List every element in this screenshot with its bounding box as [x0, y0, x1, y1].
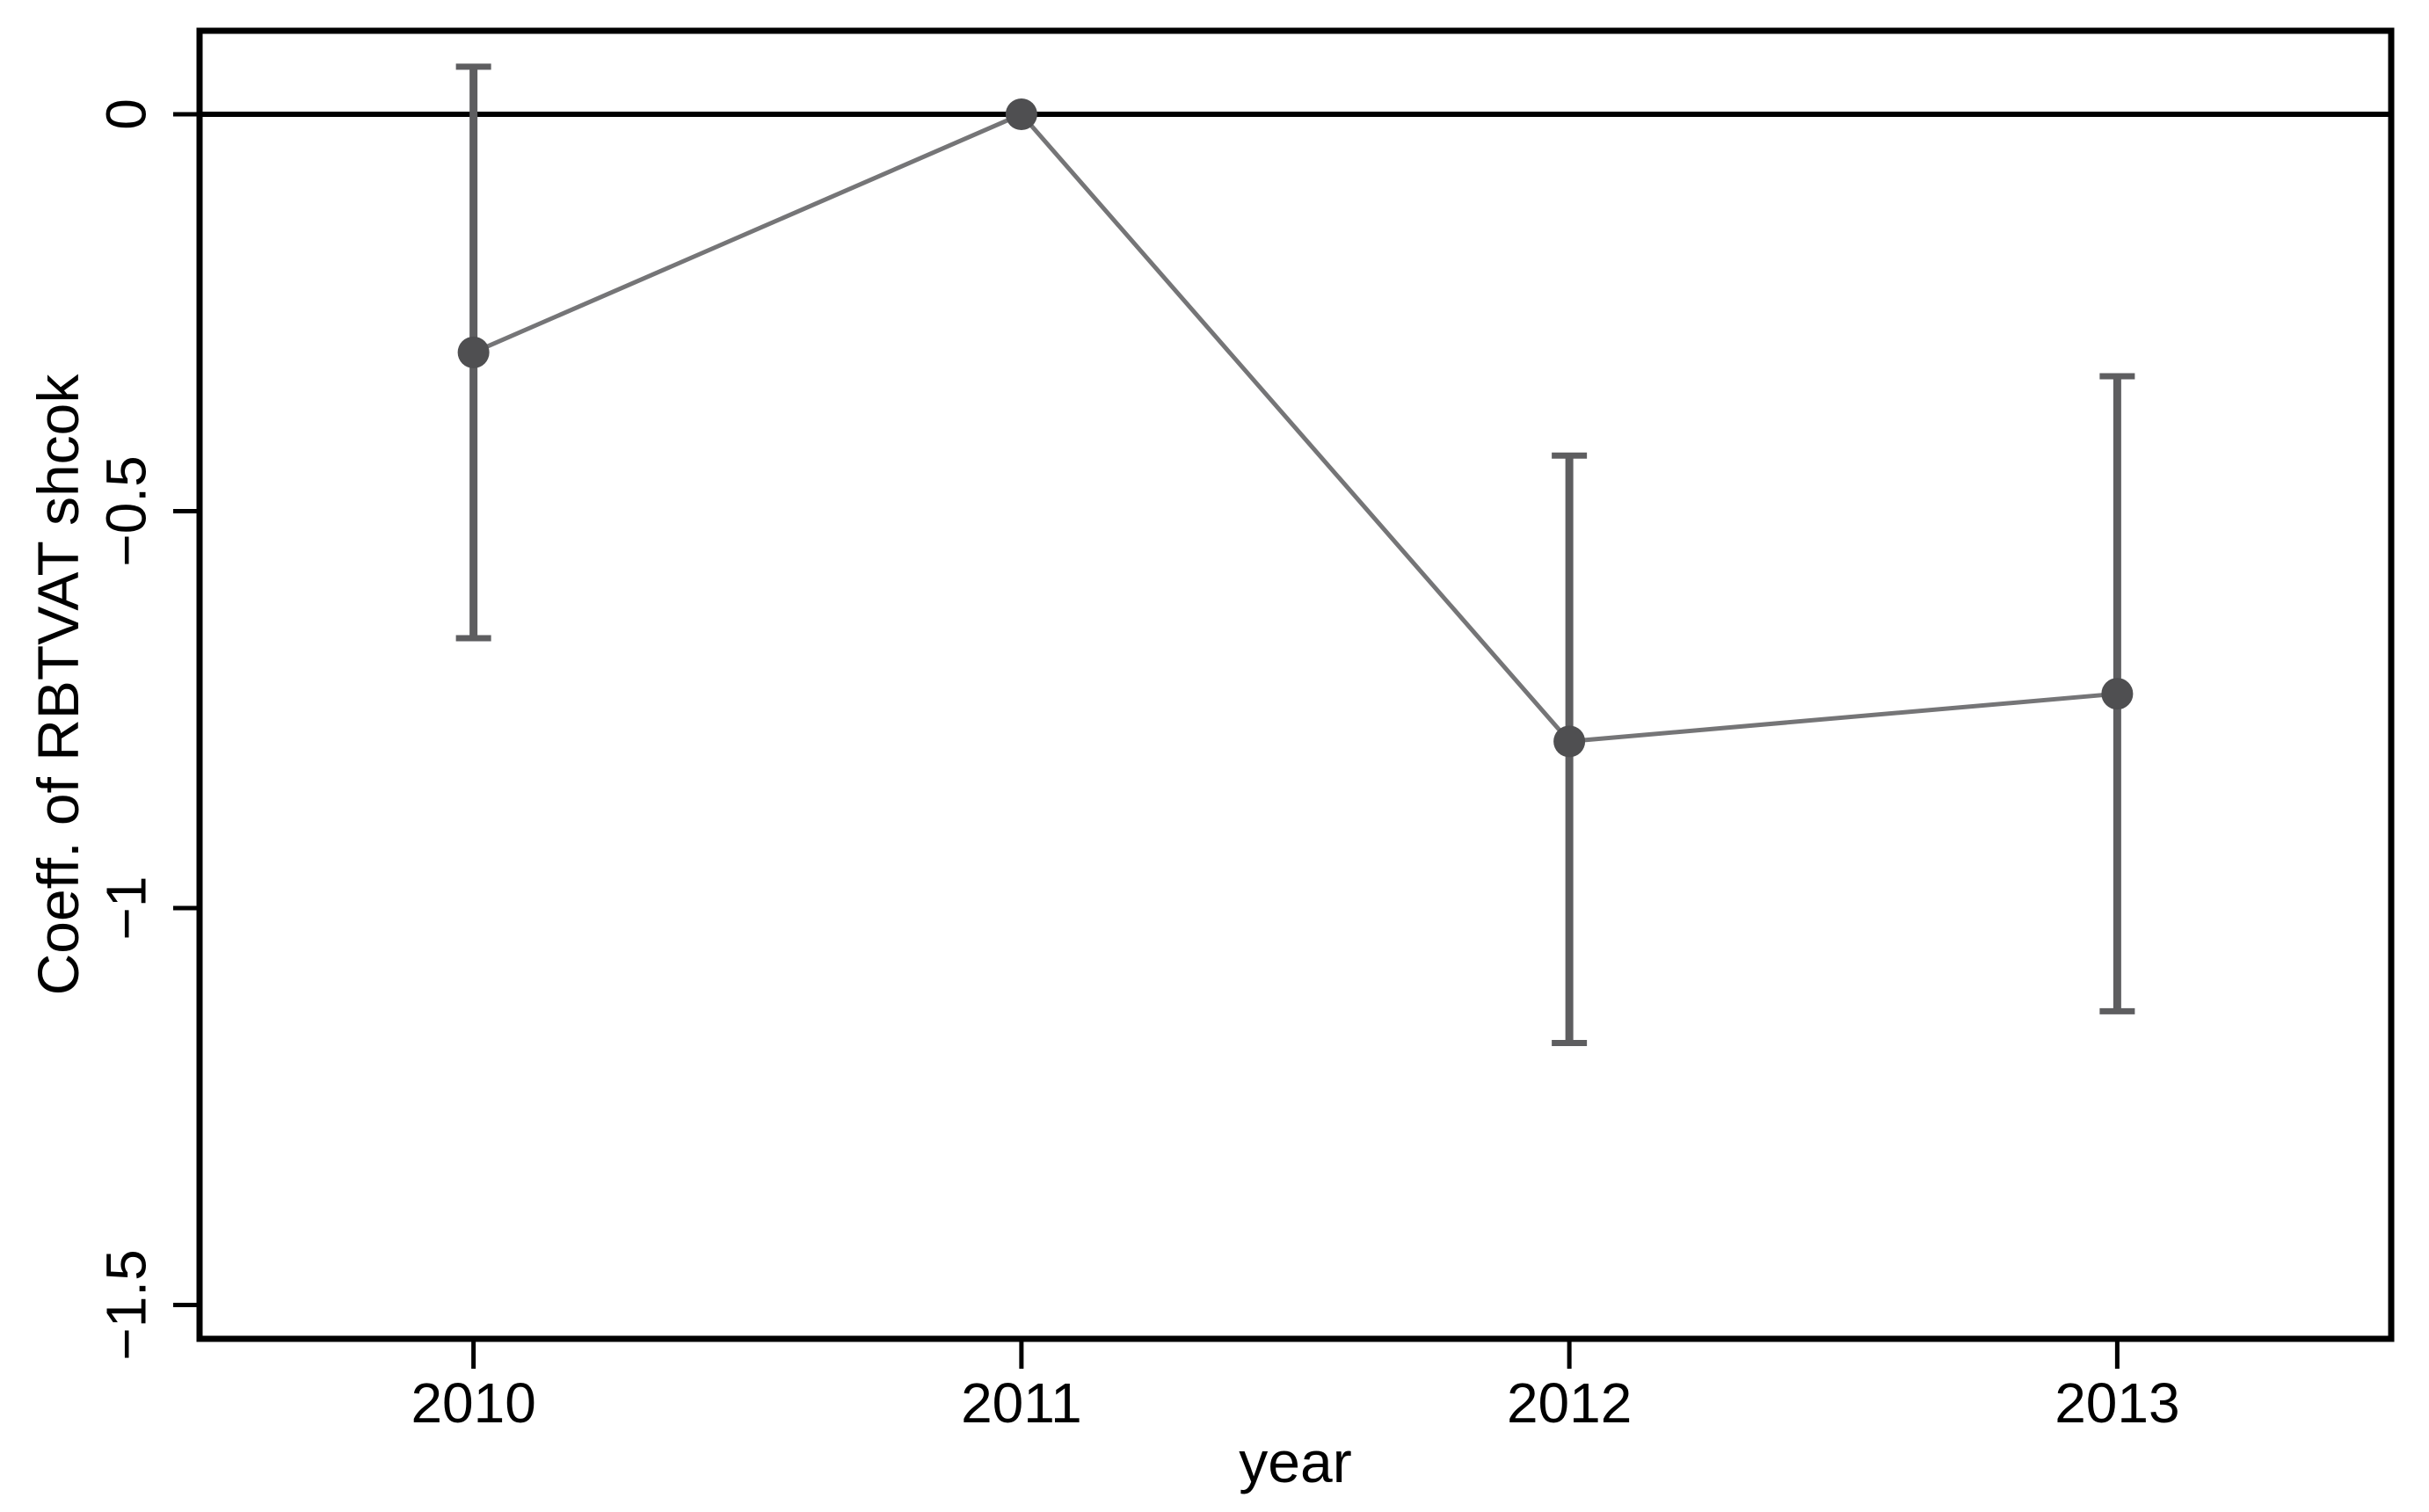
coefficient-marker-2012 [1553, 725, 1586, 758]
x-tick-label: 2013 [2054, 1371, 2179, 1435]
x-tick-label: 2010 [411, 1371, 535, 1435]
y-axis-title: Coeff. of RBTVAT shcok [25, 374, 91, 996]
y-tick-label: −1.5 [94, 1249, 157, 1360]
x-tick-label: 2011 [961, 1371, 1082, 1435]
y-tick-label: −0.5 [94, 455, 157, 566]
y-tick-label: 0 [94, 98, 157, 130]
x-axis-title: year [1239, 1429, 1351, 1494]
plot-frame [196, 27, 2395, 1342]
x-tick-label: 2012 [1507, 1371, 1632, 1435]
coefficient-marker-2010 [457, 336, 490, 368]
coefficient-marker-2011 [1005, 98, 1037, 130]
coefficient-line [472, 111, 2118, 744]
y-tick-label: −1 [94, 876, 157, 941]
coefficient-marker-2013 [2101, 678, 2134, 710]
